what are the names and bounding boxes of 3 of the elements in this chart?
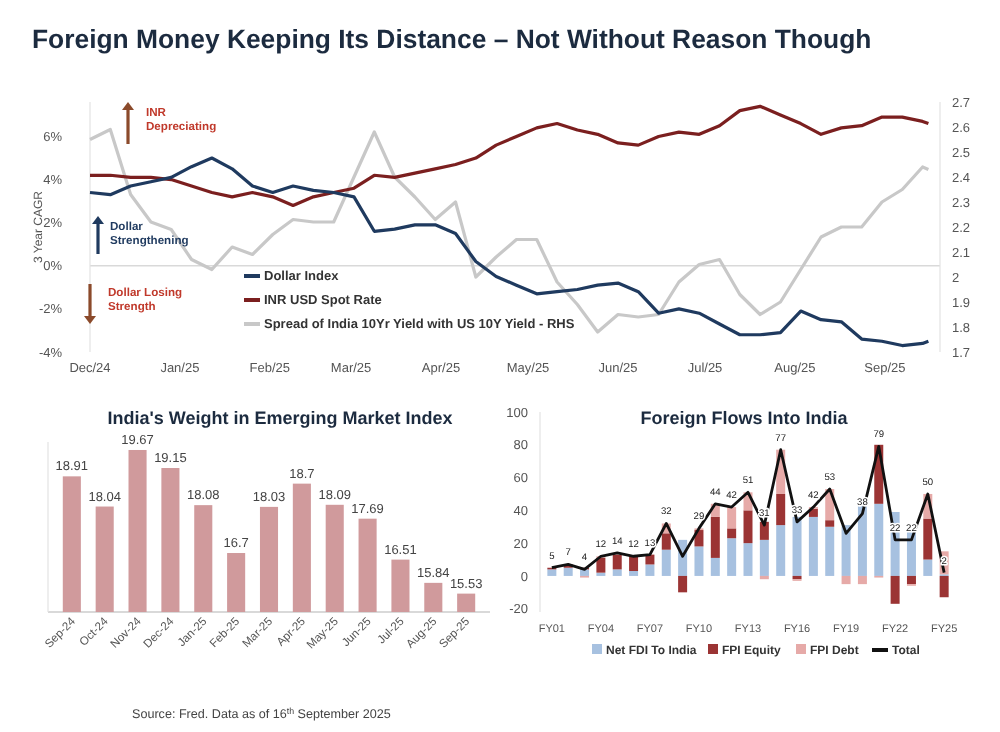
chart-title: Foreign Money Keeping Its Distance – Not Without Reason Though <box>32 24 872 54</box>
chart-title: India's Weight in Emerging Market Index <box>107 408 453 428</box>
chart-title: Foreign Flows Into India <box>640 408 850 428</box>
